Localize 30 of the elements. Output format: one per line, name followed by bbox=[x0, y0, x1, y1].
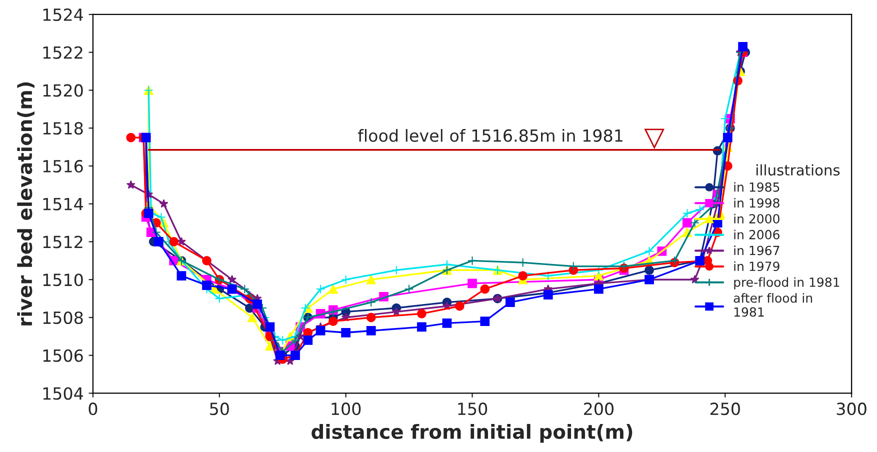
annotation: flood level of 1516.85m in 1981 bbox=[358, 129, 622, 142]
x-tick-label: 150 bbox=[458, 402, 488, 416]
y-tick-label: 1520 bbox=[43, 84, 83, 97]
y-tick-label: 1504 bbox=[43, 387, 83, 400]
x-axis-title: distance from initial point(m) bbox=[312, 424, 632, 443]
y-tick-label: 1516 bbox=[43, 160, 83, 173]
x-tick-label: 200 bbox=[584, 402, 614, 416]
y-tick-label: 1518 bbox=[43, 122, 83, 135]
legend-label: in 2000 bbox=[734, 214, 780, 224]
legend-label: in 1985 bbox=[734, 182, 780, 192]
y-axis-title: river bed elevation(m) bbox=[17, 82, 34, 326]
x-tick-label: 300 bbox=[836, 402, 866, 416]
y-tick-label: 1506 bbox=[43, 349, 83, 362]
legend-label: after flood in 1981 bbox=[734, 293, 812, 317]
legend-title: illustrations bbox=[756, 164, 840, 176]
y-tick-label: 1508 bbox=[43, 311, 83, 324]
x-tick-label: 50 bbox=[210, 402, 229, 416]
x-tick-label: 250 bbox=[710, 402, 740, 416]
y-tick-label: 1512 bbox=[43, 236, 82, 248]
y-tick-label: 1524 bbox=[43, 8, 83, 22]
y-tick-label: 1522 bbox=[43, 46, 82, 59]
y-tick-label: 1514 bbox=[43, 198, 83, 210]
y-tick-label: 1510 bbox=[43, 274, 83, 286]
legend-label: in 1967 bbox=[734, 246, 780, 256]
legend-label: pre-flood in 1981 bbox=[734, 277, 840, 290]
legend-label: in 1979 bbox=[734, 261, 780, 272]
legend-label: in 2006 bbox=[734, 230, 780, 240]
legend-label: in 1998 bbox=[734, 198, 780, 208]
x-tick-label: 0 bbox=[88, 402, 98, 416]
x-tick-label: 100 bbox=[332, 402, 361, 416]
